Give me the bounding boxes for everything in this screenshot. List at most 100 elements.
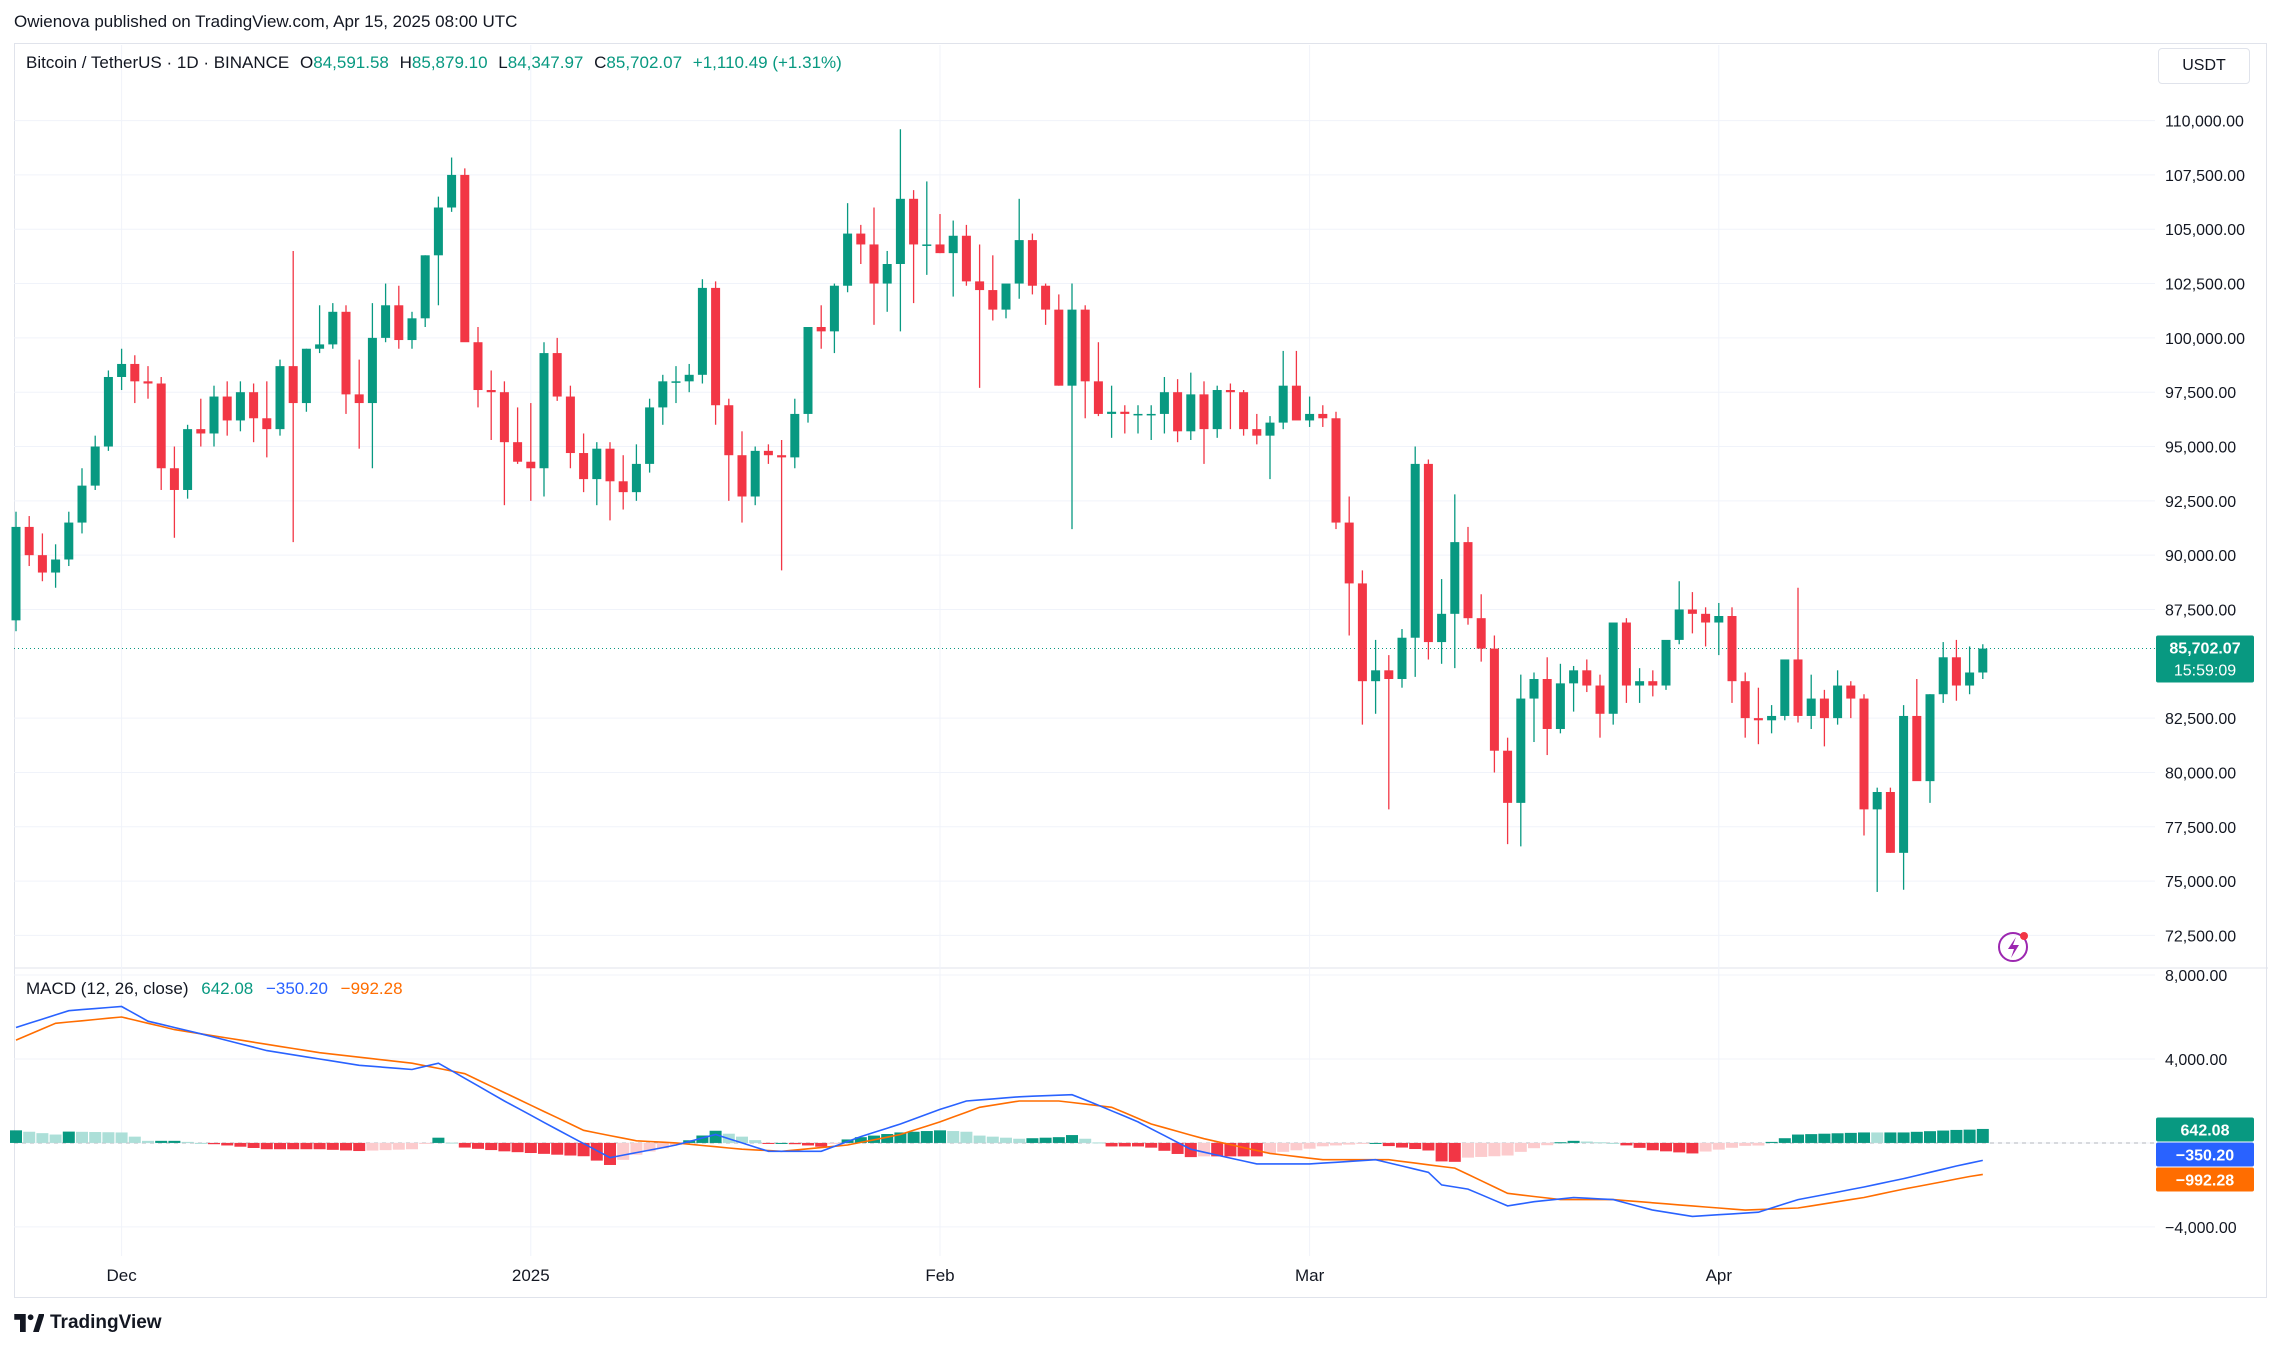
candle xyxy=(1661,639,1671,690)
candle xyxy=(407,311,417,349)
candle xyxy=(328,303,338,349)
candle xyxy=(829,283,839,354)
candle xyxy=(1674,581,1684,645)
histogram-bar xyxy=(326,1142,339,1150)
candle xyxy=(235,381,245,432)
candle xyxy=(1146,405,1156,440)
candle-body xyxy=(988,290,998,310)
candle xyxy=(1291,350,1301,421)
open-label: O xyxy=(300,53,314,72)
candle-body xyxy=(407,318,417,341)
candle-body xyxy=(1701,613,1711,623)
candle xyxy=(1133,405,1143,434)
candle-body xyxy=(1107,411,1117,414)
candle xyxy=(1582,659,1592,693)
open-value: 84,591.58 xyxy=(313,53,389,72)
price-axis: 110,000.00 107,500.00 105,000.00 102,500.00… xyxy=(2165,114,2245,946)
histogram-bar xyxy=(1858,1132,1870,1143)
macd-hist-badge-text: 642.08 xyxy=(2181,1122,2230,1139)
candle-body xyxy=(1291,385,1301,421)
candle xyxy=(1555,663,1565,734)
candle xyxy=(77,468,87,534)
symbol-label[interactable]: Bitcoin / TetherUS · 1D · BINANCE xyxy=(26,53,290,72)
lightning-icon[interactable] xyxy=(1998,932,2028,962)
histogram-bar xyxy=(802,1142,814,1146)
candle-body xyxy=(1780,659,1790,716)
histogram-bar xyxy=(472,1142,484,1149)
candle-body xyxy=(1608,622,1618,714)
macd-tick-label: 8,000.00 xyxy=(2165,968,2227,985)
macd-histogram xyxy=(10,1128,1989,1165)
candle-body xyxy=(460,174,470,343)
histogram-bar xyxy=(23,1131,36,1143)
candle-body xyxy=(341,311,351,395)
candle xyxy=(948,220,958,297)
candle xyxy=(1423,459,1433,660)
candle xyxy=(1463,526,1473,625)
histogram-bar xyxy=(1620,1142,1633,1146)
histogram-bar xyxy=(524,1142,537,1154)
candle xyxy=(605,442,615,521)
candle-body xyxy=(1648,681,1658,686)
macd-title[interactable]: MACD (12, 26, close) xyxy=(26,979,189,998)
histogram-bar xyxy=(1633,1142,1646,1148)
histogram-bar xyxy=(828,1142,841,1144)
price-tick-label: 72,500.00 xyxy=(2165,928,2236,945)
candle xyxy=(1846,681,1856,719)
candle xyxy=(777,440,787,571)
histogram-bar xyxy=(1303,1142,1316,1149)
histogram-bar xyxy=(1778,1138,1791,1143)
last-price-badge-price: 85,702.07 xyxy=(2169,641,2240,658)
candle-body xyxy=(1450,542,1460,614)
candle-body xyxy=(1529,679,1539,699)
price-tick-label: 110,000.00 xyxy=(2165,114,2244,131)
candle-body xyxy=(579,453,589,480)
candle-body xyxy=(552,353,562,397)
histogram-bar xyxy=(432,1137,445,1143)
histogram-bar xyxy=(1277,1142,1290,1152)
high-value: 85,879.10 xyxy=(411,53,488,72)
candle xyxy=(1608,622,1618,725)
histogram-bar xyxy=(604,1142,616,1165)
candle xyxy=(1093,342,1103,417)
candle xyxy=(130,355,140,404)
candle-body xyxy=(869,244,879,284)
candle-body xyxy=(1727,616,1737,682)
candle xyxy=(499,381,509,506)
tradingview-logo[interactable]: TradingView xyxy=(14,1312,162,1334)
candle-body xyxy=(367,337,377,404)
candle xyxy=(1239,390,1249,436)
histogram-bar xyxy=(340,1142,352,1151)
histogram-bar xyxy=(260,1142,273,1150)
candle-body xyxy=(222,396,232,421)
candle xyxy=(1687,592,1697,634)
histogram-bar xyxy=(313,1142,326,1150)
candle-body xyxy=(1265,422,1275,436)
histogram-bar xyxy=(1607,1142,1620,1144)
histogram-bar xyxy=(1039,1137,1052,1143)
histogram-bar xyxy=(920,1131,933,1143)
candle-body xyxy=(1661,639,1671,686)
candle-body xyxy=(1159,392,1169,414)
candle-body xyxy=(1014,240,1024,284)
histogram-bar xyxy=(445,1142,458,1144)
histogram-bar xyxy=(1198,1142,1210,1157)
candle xyxy=(1806,674,1816,729)
candle-body xyxy=(777,455,787,458)
candle xyxy=(37,533,47,582)
histogram-bar xyxy=(630,1142,643,1155)
candle-body xyxy=(1872,792,1882,810)
candle xyxy=(1159,376,1169,434)
histogram-bar xyxy=(1158,1142,1171,1151)
macd-hist-badge-bg xyxy=(2156,1117,2254,1142)
price-tick-label: 95,000.00 xyxy=(2165,440,2236,457)
histogram-bar xyxy=(128,1136,141,1143)
currency-selector[interactable]: USDT xyxy=(2158,48,2250,84)
candle xyxy=(222,381,232,436)
candle xyxy=(658,374,668,425)
candle xyxy=(51,544,61,588)
candle-body xyxy=(1278,385,1288,423)
candle xyxy=(196,398,206,447)
time-tick-label: 2025 xyxy=(512,1266,550,1285)
